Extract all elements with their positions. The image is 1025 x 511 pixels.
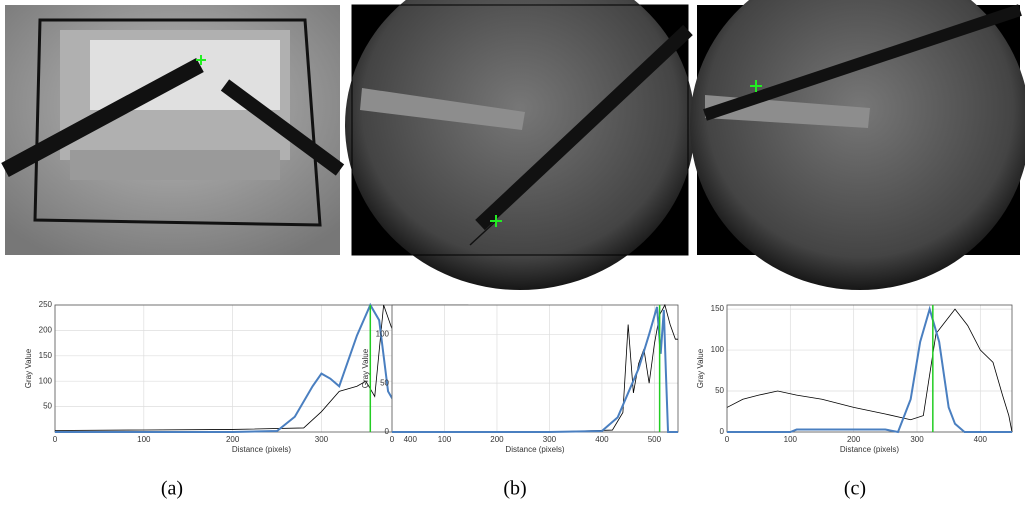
y-tick-label: 50 <box>715 386 724 395</box>
x-tick-label: 200 <box>847 435 861 444</box>
y-tick-label: 100 <box>39 376 53 385</box>
line-series <box>726 308 1013 433</box>
x-tick-label: 0 <box>390 435 395 444</box>
y-axis-label: Gray Value <box>24 348 33 388</box>
y-tick-label: 150 <box>711 304 725 313</box>
y-tick-label: 150 <box>39 351 53 360</box>
caption: (b) <box>503 478 526 500</box>
x-tick-label: 300 <box>910 435 924 444</box>
x-tick-label: 100 <box>137 435 151 444</box>
y-tick-label: 0 <box>720 427 725 436</box>
y-tick-label: 100 <box>711 345 725 354</box>
x-axis-label: Distance (pixels) <box>505 445 564 454</box>
y-axis-label: Gray Value <box>361 348 370 388</box>
x-tick-label: 400 <box>974 435 988 444</box>
x-tick-label: 200 <box>226 435 240 444</box>
line-series <box>727 305 1012 434</box>
x-tick-label: 500 <box>648 435 662 444</box>
x-tick-label: 300 <box>315 435 329 444</box>
line-series <box>392 306 678 433</box>
x-axis-label: Distance (pixels) <box>840 445 899 454</box>
x-tick-label: 0 <box>725 435 730 444</box>
x-axis-label: Distance (pixels) <box>232 445 291 454</box>
photo-a <box>1 5 345 255</box>
caption: (c) <box>844 478 866 500</box>
y-tick-label: 100 <box>376 329 390 338</box>
x-tick-label: 300 <box>543 435 557 444</box>
caption: (a) <box>161 478 183 500</box>
x-tick-label: 200 <box>490 435 504 444</box>
y-tick-label: 0 <box>385 427 390 436</box>
x-tick-label: 400 <box>595 435 609 444</box>
y-axis-label: Gray Value <box>696 348 705 388</box>
y-tick-label: 250 <box>39 300 53 309</box>
photo-b <box>345 0 695 290</box>
x-tick-label: 0 <box>53 435 58 444</box>
plot-frame <box>726 304 1013 433</box>
x-tick-label: 100 <box>784 435 798 444</box>
x-tick-label: 400 <box>404 435 418 444</box>
y-tick-label: 200 <box>39 326 53 335</box>
photo-c <box>690 0 1025 290</box>
plot-area <box>392 305 678 432</box>
x-tick-label: 100 <box>438 435 452 444</box>
plot-area <box>727 305 1012 432</box>
y-tick-label: 50 <box>380 378 389 387</box>
y-tick-label: 50 <box>43 402 52 411</box>
